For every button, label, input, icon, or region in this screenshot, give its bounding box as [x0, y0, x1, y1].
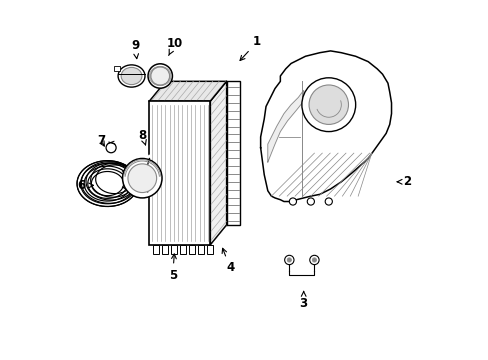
Text: 10: 10 [166, 37, 183, 55]
Text: 2: 2 [396, 175, 411, 188]
Ellipse shape [121, 67, 142, 85]
Bar [162, 244, 167, 253]
Ellipse shape [148, 64, 172, 88]
Bar [206, 244, 212, 253]
Circle shape [284, 255, 293, 265]
Bar [198, 244, 203, 253]
Circle shape [325, 198, 332, 205]
Polygon shape [260, 51, 391, 202]
Text: 1: 1 [240, 35, 261, 60]
Text: 4: 4 [222, 248, 234, 274]
Circle shape [308, 85, 348, 125]
Circle shape [286, 258, 291, 262]
Circle shape [301, 78, 355, 132]
Text: 5: 5 [168, 254, 177, 282]
Circle shape [106, 143, 116, 153]
Polygon shape [142, 155, 156, 193]
Bar [188, 244, 194, 253]
Circle shape [289, 198, 296, 205]
Bar [171, 244, 176, 253]
Circle shape [312, 258, 316, 262]
Text: 7: 7 [97, 134, 105, 147]
Polygon shape [267, 90, 303, 162]
Text: 3: 3 [299, 291, 307, 310]
Polygon shape [210, 81, 226, 244]
Circle shape [306, 198, 314, 205]
Circle shape [122, 158, 162, 198]
Bar [113, 66, 120, 71]
Circle shape [128, 164, 156, 193]
Circle shape [309, 255, 319, 265]
Bar [149, 101, 210, 244]
Polygon shape [149, 81, 226, 101]
Bar [180, 244, 185, 253]
Ellipse shape [118, 65, 144, 87]
Text: 9: 9 [131, 39, 139, 59]
Bar [226, 81, 240, 225]
Bar [153, 244, 159, 253]
Text: 6: 6 [77, 179, 93, 192]
Ellipse shape [151, 67, 169, 85]
Bar [165, 81, 226, 225]
Text: 8: 8 [138, 129, 146, 145]
